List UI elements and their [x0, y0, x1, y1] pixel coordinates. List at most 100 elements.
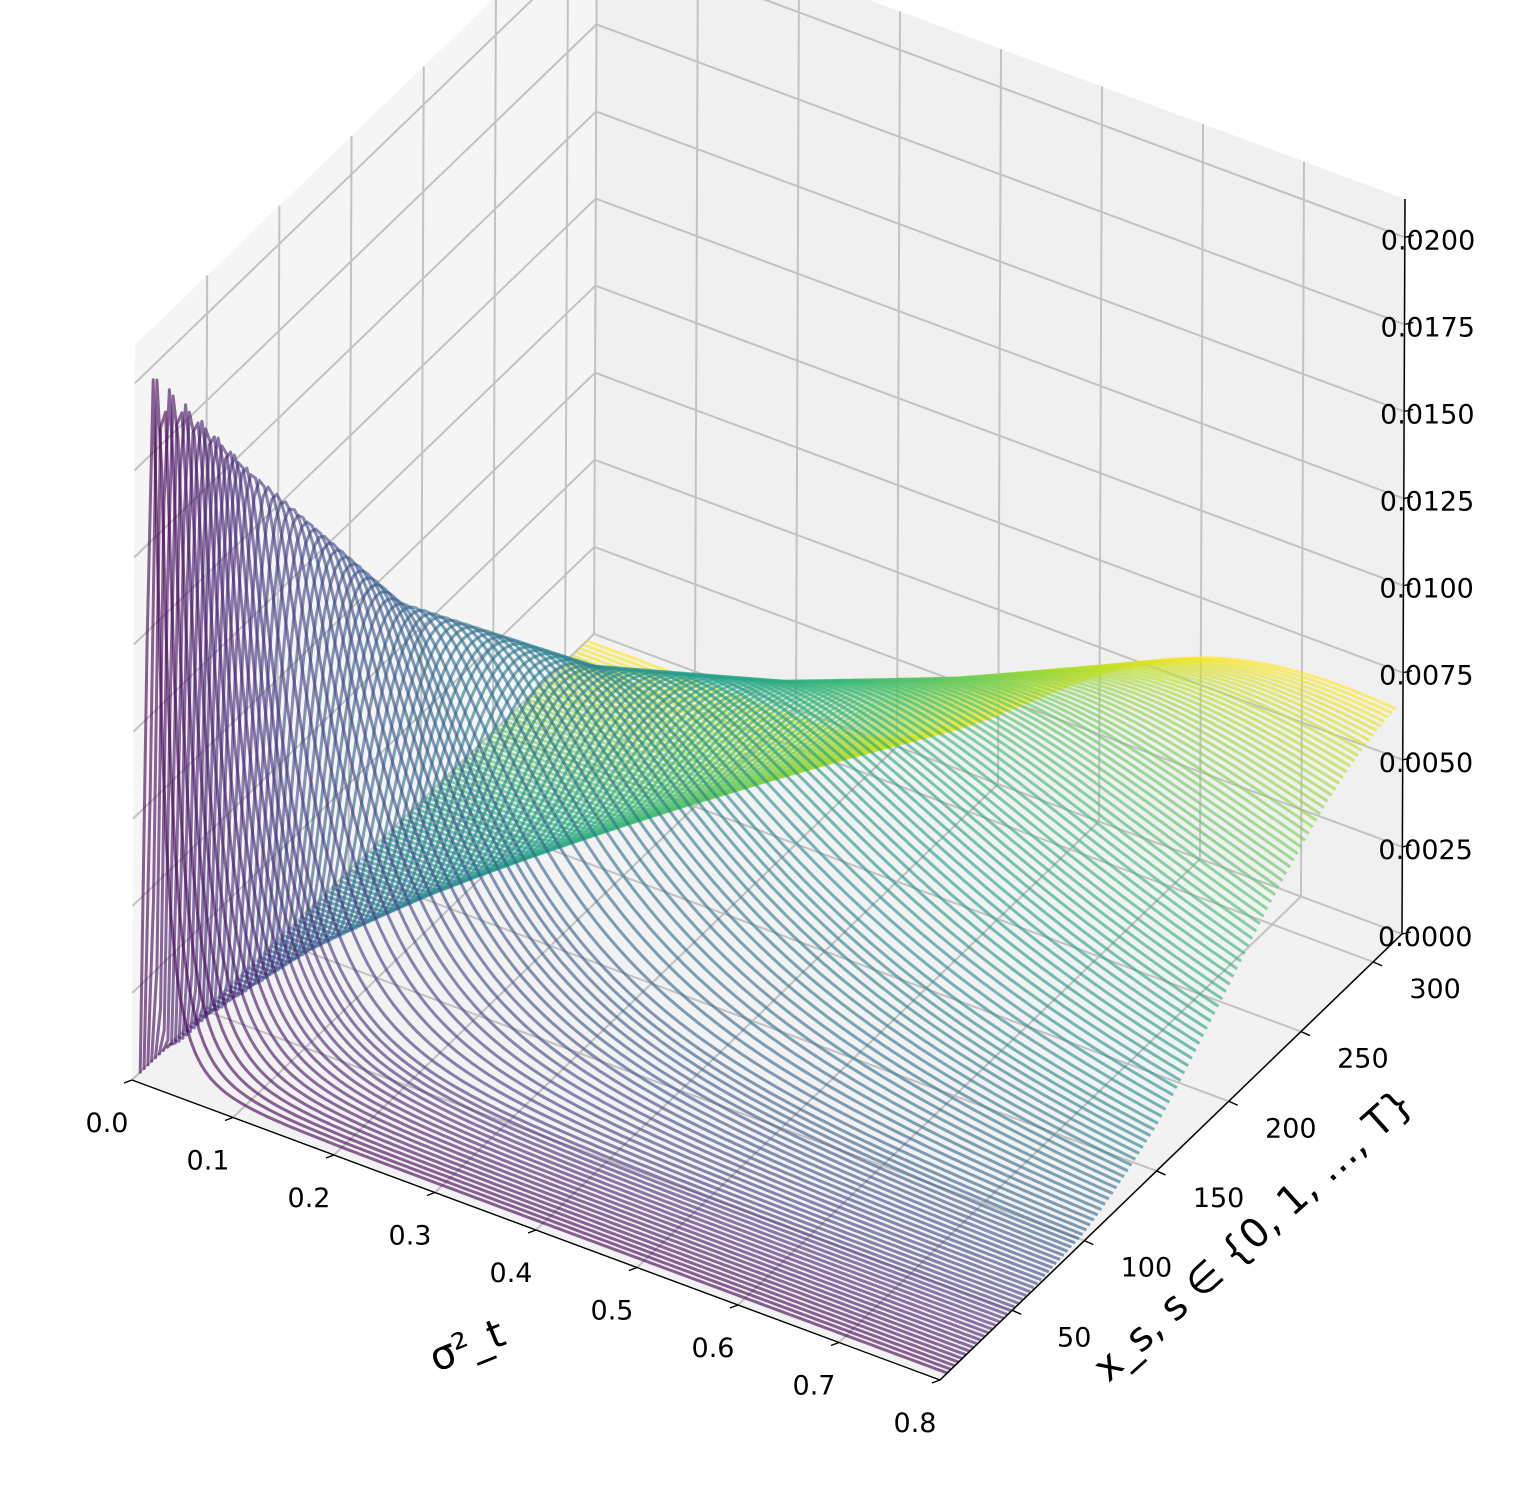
z-tick-mark	[1402, 844, 1412, 848]
x-tick-mark	[729, 1304, 739, 1309]
y-tick-mark	[1011, 1309, 1022, 1315]
series-curve	[169, 421, 978, 1346]
z-tick-mark	[1402, 757, 1412, 761]
series-curve	[177, 427, 986, 1338]
gridline-z-right	[595, 110, 1405, 413]
z-tick-label: 0.0000	[1378, 922, 1472, 953]
z-tick-labels: 0.0000 0.0025 0.0050 0.0075 0.0100 0.0125 0.01…	[1378, 225, 1475, 953]
series-curve	[142, 378, 952, 1371]
x-tick-label: 0.7	[793, 1371, 836, 1402]
series-curve	[286, 608, 1095, 1222]
x-tick-label: 0.5	[591, 1296, 634, 1327]
z-tick-label: 0.0025	[1378, 835, 1472, 866]
y-tick-mark	[1300, 1030, 1311, 1037]
gridline-x-wall	[997, 48, 1002, 785]
gridline-z-left	[131, 633, 595, 1081]
z-tick-mark	[1403, 495, 1413, 500]
z-tick-mark	[1404, 321, 1414, 326]
gridline-z-right	[594, 371, 1404, 674]
series-curve	[222, 500, 1031, 1294]
series-curve	[560, 662, 1371, 757]
series-curve	[199, 461, 1008, 1316]
y-tick-label: 50	[1057, 1322, 1091, 1353]
y-tick-label: 300	[1409, 974, 1461, 1005]
series-curve	[331, 648, 1140, 1155]
series-curve	[211, 478, 1020, 1305]
series-curve	[380, 671, 1189, 1067]
gridline-z-left	[133, 23, 598, 472]
y-tick-label: 250	[1337, 1044, 1389, 1075]
series-curve	[153, 394, 963, 1360]
series-curve	[161, 403, 971, 1353]
y-tick-mark	[1228, 1100, 1239, 1106]
y-tick-mark	[1084, 1239, 1094, 1246]
gridline-x-floor	[434, 745, 898, 1194]
gridline-x-wall	[593, 0, 598, 635]
x-tick-mark	[830, 1341, 840, 1347]
series-curve	[252, 555, 1061, 1261]
series-curve	[350, 664, 1159, 1125]
series-curve	[237, 527, 1046, 1278]
z-tick-label: 0.0100	[1379, 574, 1473, 605]
gridline-x-wall	[896, 11, 901, 747]
x-axis-label: σ²_t	[423, 1310, 512, 1382]
x-tick-mark	[931, 1379, 941, 1384]
series-curve	[361, 666, 1171, 1104]
x-tick-labels: 0.0 0.1 0.2 0.3 0.4 0.5 0.6 0.7 0.8	[86, 1108, 937, 1439]
gridline-z-right	[595, 284, 1404, 587]
series-curve	[312, 632, 1121, 1184]
series-curve	[305, 625, 1114, 1195]
x-tick-label: 0.4	[490, 1258, 533, 1289]
gridline-z-right	[762, 0, 1406, 239]
series-curve	[376, 670, 1186, 1075]
series-curve	[196, 453, 1005, 1320]
gridline-z-left	[134, 0, 534, 385]
gridline-y-wall	[564, 0, 569, 662]
series-curve	[192, 450, 1001, 1324]
series-curve	[354, 664, 1163, 1118]
gridline-y-wall	[491, 0, 497, 732]
series-curve	[301, 622, 1110, 1201]
series-curve	[384, 671, 1193, 1060]
x-tick-label: 0.8	[894, 1408, 937, 1439]
y-tick-label: 100	[1121, 1253, 1173, 1284]
axes	[123, 198, 1414, 1384]
series-curve	[233, 520, 1042, 1282]
x-tick-label: 0.0	[86, 1108, 129, 1139]
series-curve	[297, 618, 1106, 1206]
series-curve	[327, 645, 1137, 1161]
series-curve	[256, 562, 1065, 1257]
series-curve	[146, 410, 956, 1368]
y-tick-mark	[1372, 961, 1383, 967]
x-tick-mark	[426, 1191, 436, 1197]
z-tick-label: 0.0175	[1381, 312, 1475, 343]
series-curve	[188, 444, 997, 1327]
series-curve	[248, 548, 1057, 1266]
series-curve	[241, 534, 1050, 1274]
x-tick-label: 0.6	[692, 1333, 735, 1364]
x-tick-mark	[123, 1079, 133, 1084]
z-tick-mark	[1403, 408, 1414, 413]
gridline-z-right	[594, 458, 1404, 761]
series-curve	[275, 597, 1084, 1236]
z-tick-label: 0.0150	[1380, 400, 1474, 431]
series-curve	[278, 602, 1087, 1232]
y-tick-label: 200	[1265, 1113, 1317, 1144]
series-curve	[229, 513, 1039, 1286]
y-axis-line	[939, 933, 1403, 1381]
z-tick-label: 0.0050	[1379, 748, 1473, 779]
x-tick-mark	[325, 1154, 335, 1159]
series-curve	[263, 576, 1072, 1249]
series-curve	[181, 435, 990, 1335]
x-tick-label: 0.3	[389, 1221, 432, 1252]
z-tick-label: 0.0075	[1379, 661, 1473, 692]
x-tick-label: 0.1	[187, 1146, 230, 1177]
series-curve	[395, 674, 1205, 1038]
series-curve	[165, 410, 975, 1349]
series-curve	[138, 378, 948, 1375]
series-curve	[150, 388, 960, 1364]
x-tick-mark	[527, 1229, 537, 1234]
z-tick-mark	[1401, 931, 1412, 935]
series-curve	[365, 667, 1174, 1097]
gridline-x-floor	[232, 670, 696, 1119]
